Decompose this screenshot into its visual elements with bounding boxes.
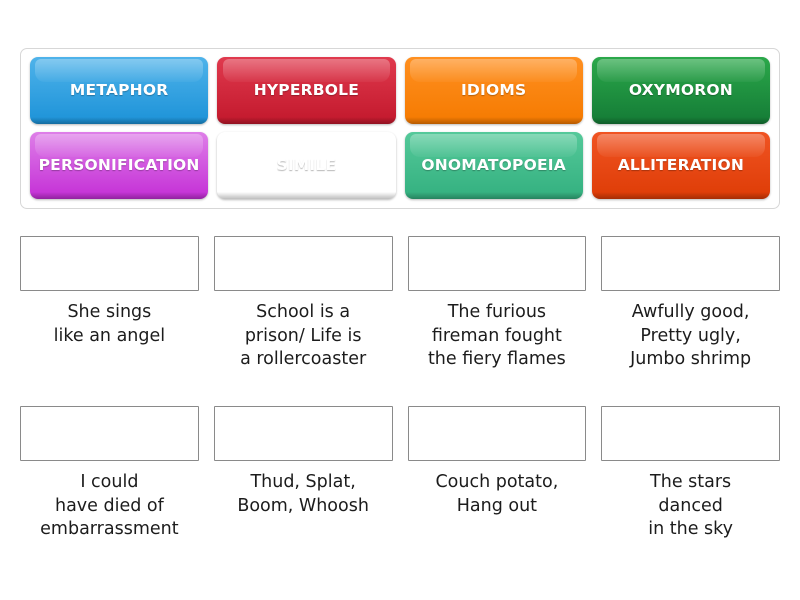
answer-text: The stars danced in the sky bbox=[648, 472, 734, 540]
tile-simile[interactable]: SIMILE bbox=[217, 132, 396, 199]
answer-cell: School is a prison/ Life is a rollercoas… bbox=[213, 236, 393, 372]
drop-zone-4[interactable] bbox=[601, 236, 780, 291]
answer-cell: She sings like an angel bbox=[20, 236, 199, 372]
drop-zone-6[interactable] bbox=[213, 406, 393, 461]
tile-label: OXYMORON bbox=[628, 80, 733, 99]
tile-row-1: METAPHOR HYPERBOLE IDIOMS OXYMORON bbox=[30, 57, 770, 124]
answer-row-2: I could have died of embarrassment Thud,… bbox=[20, 406, 780, 542]
tile-metaphor[interactable]: METAPHOR bbox=[30, 57, 209, 124]
answer-cell: Thud, Splat, Boom, Whoosh bbox=[213, 406, 393, 542]
tile-label: ALLITERATION bbox=[617, 155, 745, 174]
answer-text: School is a prison/ Life is a rollercoas… bbox=[240, 302, 367, 370]
tile-label: SIMILE bbox=[276, 155, 337, 174]
drop-zone-7[interactable] bbox=[407, 406, 587, 461]
answer-row-1: She sings like an angel School is a pris… bbox=[20, 236, 780, 372]
tile-row-2: PERSONIFICATION SIMILE ONOMATOPOEIA ALLI… bbox=[30, 132, 770, 199]
answer-cell: Couch potato, Hang out bbox=[407, 406, 587, 542]
tile-tray: METAPHOR HYPERBOLE IDIOMS OXYMORON PERSO… bbox=[20, 48, 780, 209]
drop-zone-3[interactable] bbox=[407, 236, 587, 291]
tile-hyperbole[interactable]: HYPERBOLE bbox=[217, 57, 396, 124]
drop-zone-1[interactable] bbox=[20, 236, 199, 291]
tile-label: HYPERBOLE bbox=[253, 80, 360, 99]
tile-personification[interactable]: PERSONIFICATION bbox=[30, 132, 209, 199]
answer-text: The furious fireman fought the fiery fla… bbox=[427, 302, 566, 370]
answer-cell: The stars danced in the sky bbox=[601, 406, 780, 542]
drop-zone-2[interactable] bbox=[213, 236, 393, 291]
tile-oxymoron[interactable]: OXYMORON bbox=[591, 57, 770, 124]
tile-alliteration[interactable]: ALLITERATION bbox=[591, 132, 770, 199]
tile-onomatopoeia[interactable]: ONOMATOPOEIA bbox=[404, 132, 583, 199]
drop-zone-5[interactable] bbox=[20, 406, 199, 461]
drop-zone-8[interactable] bbox=[601, 406, 780, 461]
answer-cell: The furious fireman fought the fiery fla… bbox=[407, 236, 587, 372]
answer-text: Awfully good, Pretty ugly, Jumbo shrimp bbox=[630, 302, 752, 370]
answer-text: Couch potato, Hang out bbox=[435, 472, 559, 516]
tile-label: PERSONIFICATION bbox=[38, 155, 200, 174]
answer-text: She sings like an angel bbox=[53, 302, 166, 346]
tile-label: ONOMATOPOEIA bbox=[421, 155, 566, 174]
answer-cell: I could have died of embarrassment bbox=[20, 406, 199, 542]
answer-text: I could have died of embarrassment bbox=[40, 472, 179, 540]
answer-text: Thud, Splat, Boom, Whoosh bbox=[237, 472, 369, 516]
tile-idioms[interactable]: IDIOMS bbox=[404, 57, 583, 124]
tile-label: METAPHOR bbox=[69, 80, 169, 99]
tile-label: IDIOMS bbox=[460, 80, 527, 99]
answer-cell: Awfully good, Pretty ugly, Jumbo shrimp bbox=[601, 236, 780, 372]
